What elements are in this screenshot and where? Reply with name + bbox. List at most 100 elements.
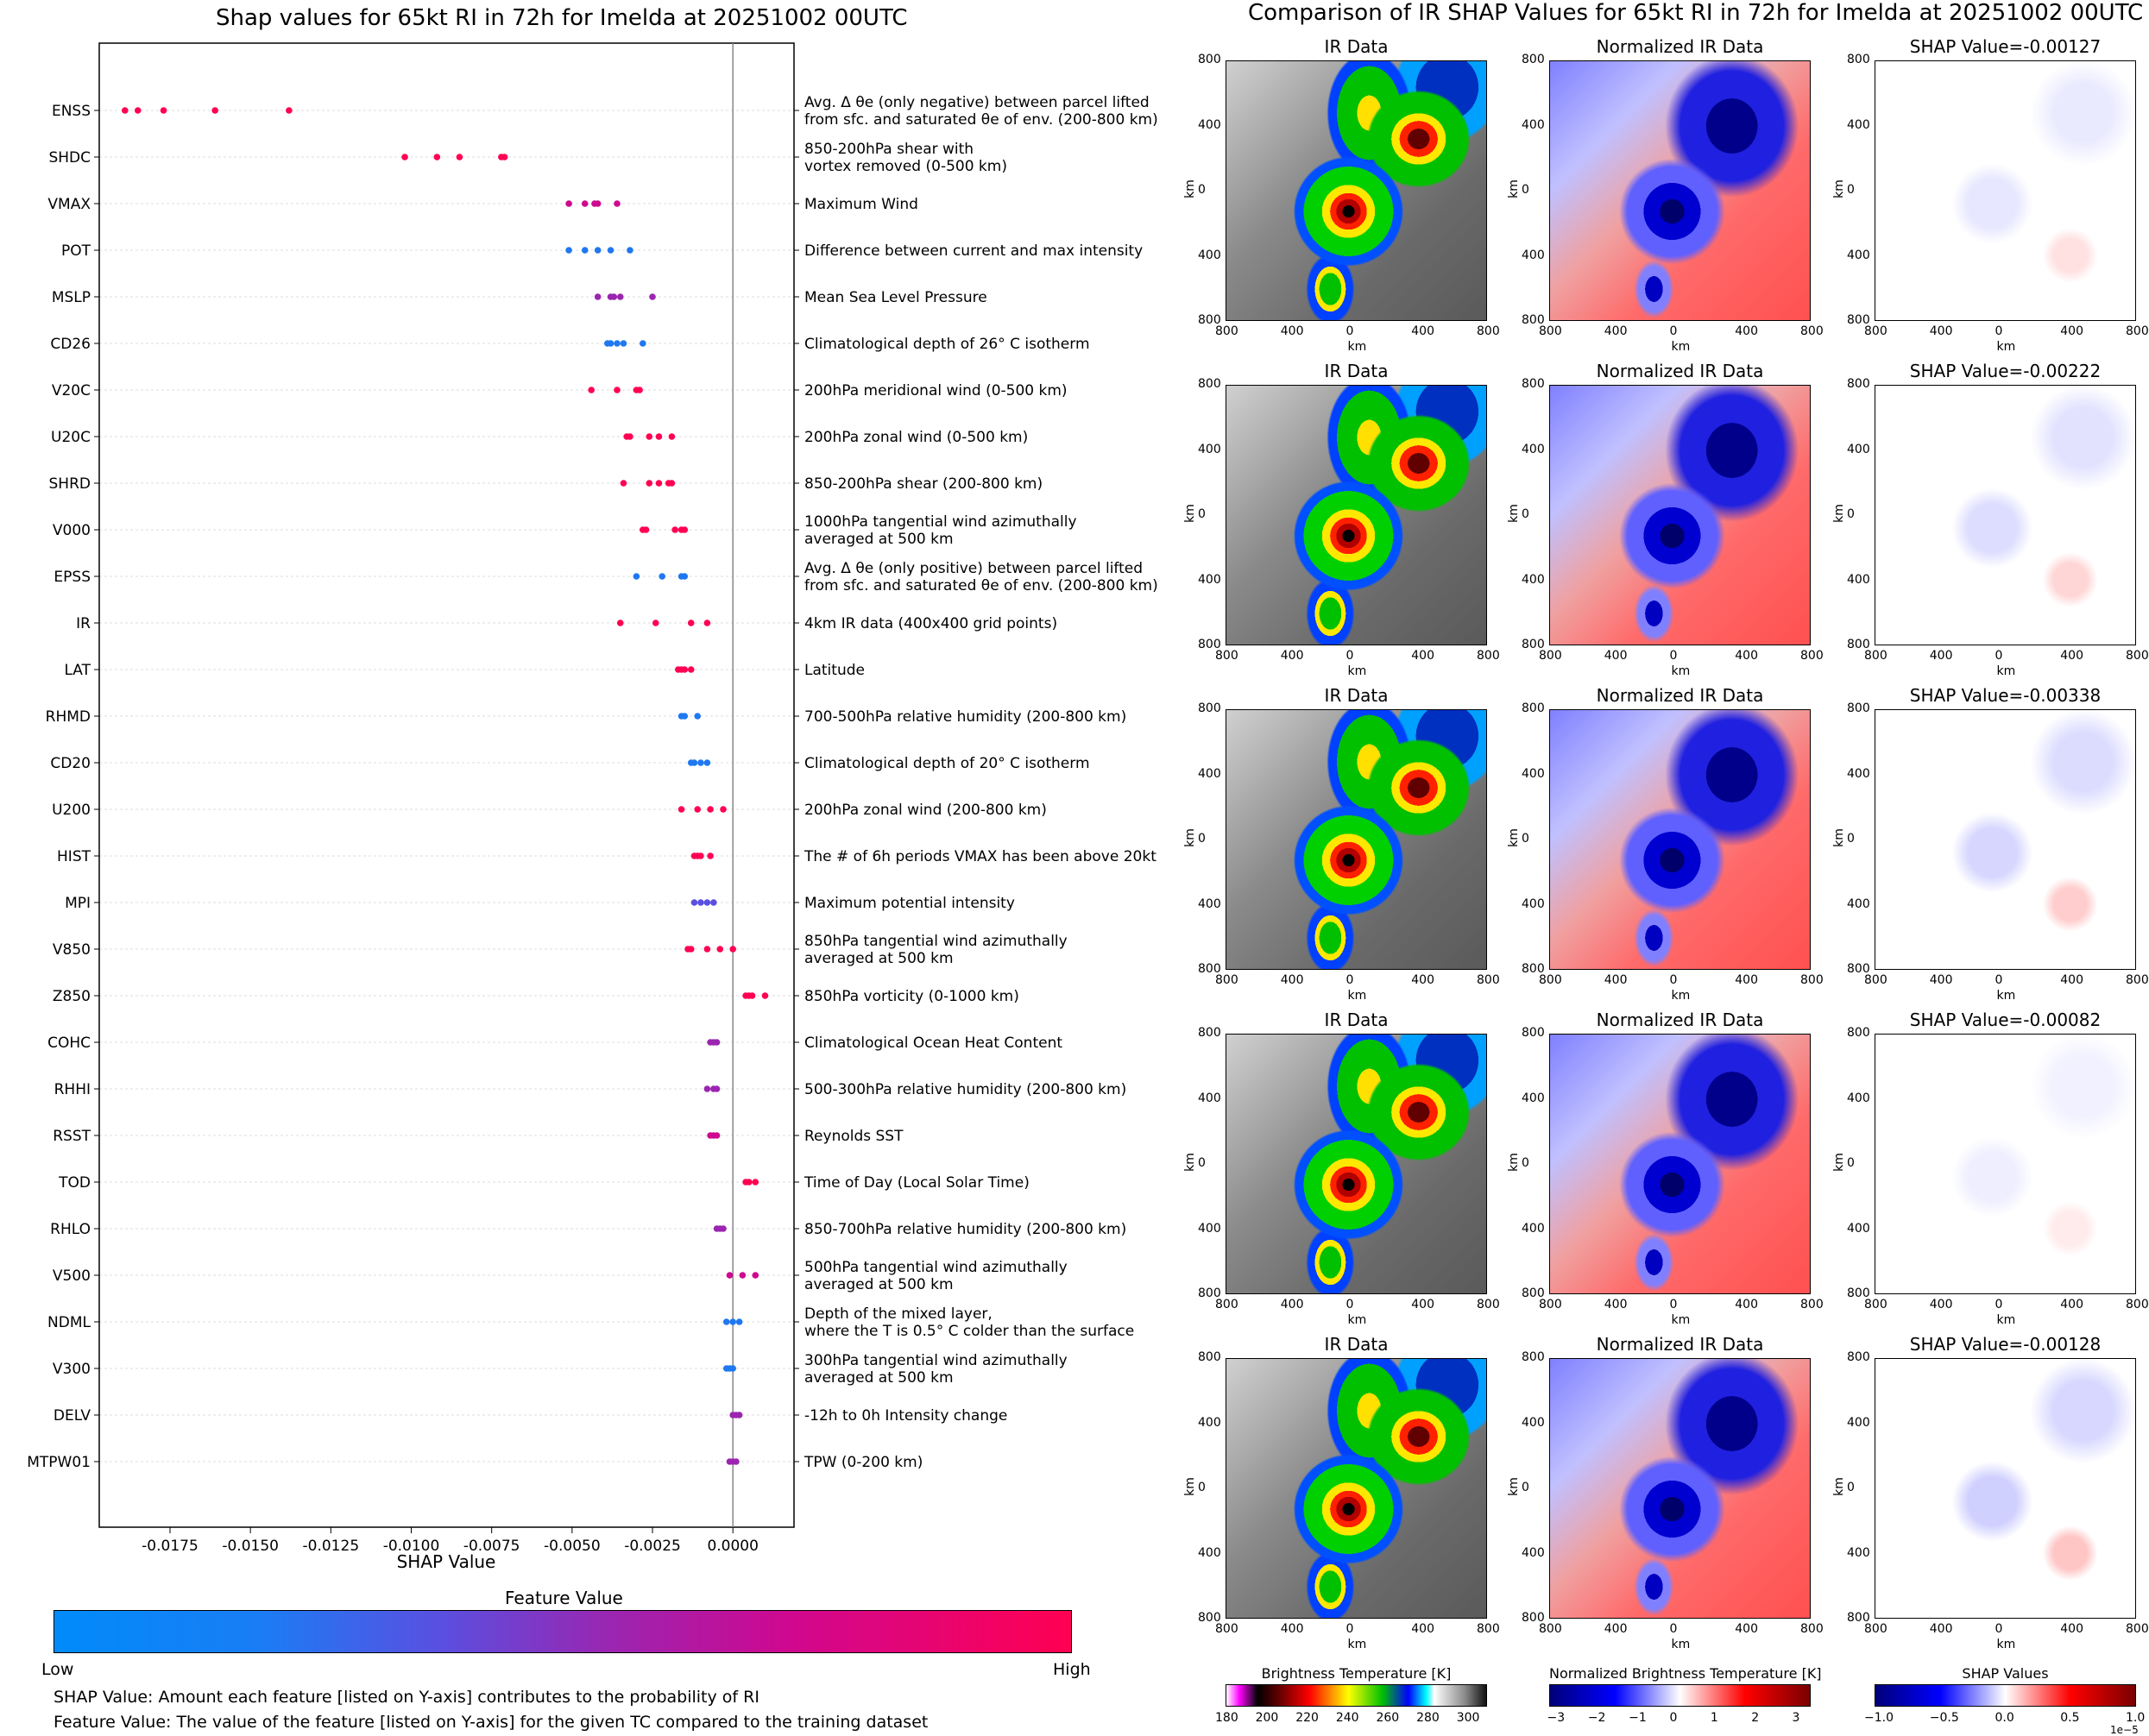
colorbar-tick-label: 0 — [1669, 1711, 1678, 1725]
y-tick-label: 800 — [1847, 638, 1870, 651]
feature-label-cd26: CD26 — [50, 336, 91, 353]
x-tick-label: 400 — [1280, 1622, 1304, 1636]
y-tick-label: 400 — [1847, 1415, 1870, 1430]
feature-label-v000: V000 — [53, 522, 91, 539]
shap-point — [636, 387, 643, 393]
x-tick-label: 400 — [1735, 973, 1758, 987]
shap-point — [655, 480, 663, 487]
y-tick-label: 0 — [1522, 183, 1529, 197]
y-tick-label: 800 — [1522, 377, 1545, 391]
y-tick-label: 0 — [1522, 832, 1529, 846]
shap-value-title: SHAP Value=-0.00338 — [1909, 685, 2102, 706]
y-tick-label: 0 — [1198, 183, 1206, 197]
shap-point — [501, 154, 508, 160]
x-tick-label: 400 — [1411, 649, 1434, 663]
shap-point — [655, 433, 663, 440]
shap-point — [687, 666, 695, 673]
y-tick-label: 400 — [1847, 1221, 1870, 1236]
feature-description: averaged at 500 km — [804, 1369, 954, 1387]
shap-point — [720, 1225, 727, 1232]
y-tick-label: 400 — [1847, 248, 1870, 262]
feature-value-colorbar — [54, 1610, 1072, 1653]
colorbar-tick-label: 3 — [1792, 1711, 1800, 1725]
y-tick-label: 0 — [1198, 832, 1206, 846]
shap-point — [649, 293, 656, 300]
colorbar-tick-label: −0.5 — [1929, 1711, 1959, 1725]
feature-label-enss: ENSS — [52, 103, 91, 120]
y-tick-label: 400 — [1522, 442, 1545, 456]
colorbar-exponent: 1e−5 — [2110, 1724, 2139, 1736]
y-tick-label: 400 — [1198, 766, 1221, 781]
y-tick-label: 800 — [1847, 313, 1870, 327]
feature-description: Difference between current and max inten… — [804, 242, 1143, 260]
y-tick-label: 800 — [1847, 1350, 1870, 1364]
x-tick-label: 800 — [1800, 973, 1824, 987]
ir-image — [1226, 1358, 1487, 1619]
x-tick-label: 0.0000 — [707, 1538, 758, 1555]
y-axis-label: km — [1831, 1153, 1846, 1172]
x-axis-label: SHAP Value — [397, 1551, 496, 1572]
feature-label-delv: DELV — [54, 1407, 91, 1425]
x-tick-label: 0 — [1995, 973, 2003, 987]
x-tick-label: 400 — [1604, 1622, 1628, 1636]
x-tick-label: 400 — [1604, 973, 1628, 987]
y-axis-label: km — [1506, 1477, 1521, 1496]
normalized-ir-image — [1549, 60, 1811, 321]
colorbar-tick-label: −2 — [1587, 1711, 1606, 1725]
feature-label-rhhi: RHHI — [54, 1081, 91, 1098]
shap-point — [627, 247, 633, 254]
y-axis-label: km — [1182, 1153, 1197, 1172]
x-tick-label: 0 — [1345, 649, 1354, 663]
y-tick-label: 800 — [1522, 701, 1545, 715]
colorbar-tick-label: 260 — [1376, 1711, 1400, 1725]
feature-description: 300hPa tangential wind azimuthally — [804, 1352, 1068, 1369]
x-tick-label: 800 — [1539, 324, 1562, 338]
ir-data-title: IR Data — [1324, 36, 1389, 57]
y-tick-label: 400 — [1522, 1545, 1545, 1560]
shap-point — [681, 526, 689, 533]
y-tick-label: 0 — [1847, 832, 1855, 846]
shap-point — [668, 433, 676, 440]
y-tick-label: 400 — [1522, 1221, 1545, 1236]
feature-description: 850-200hPa shear with — [804, 141, 974, 158]
y-tick-label: 0 — [1522, 1156, 1529, 1170]
x-tick-label: 800 — [1800, 1298, 1824, 1311]
right-chart-title: Comparison of IR SHAP Values for 65kt RI… — [1248, 0, 2144, 26]
feature-label-rhlo: RHLO — [50, 1221, 91, 1238]
x-tick-label: 400 — [1735, 1622, 1758, 1636]
y-axis-label: km — [1831, 504, 1846, 523]
y-tick-label: 800 — [1198, 313, 1221, 327]
x-axis-label: km — [1671, 664, 1691, 678]
shap-point — [729, 1365, 736, 1372]
y-axis-label: km — [1506, 828, 1521, 847]
x-tick-label: 800 — [2126, 324, 2149, 338]
shap-point — [713, 1039, 721, 1046]
shap-point — [614, 200, 621, 207]
x-tick-label: 0 — [1669, 1298, 1678, 1311]
shap-point — [620, 340, 627, 347]
x-tick-label: 400 — [1929, 973, 1953, 987]
feature-label-rhmd: RHMD — [46, 708, 91, 726]
x-tick-label: -0.0050 — [544, 1538, 601, 1555]
feature-note: Feature Value: The value of the feature … — [54, 1713, 929, 1732]
feature-description: TPW (0-200 km) — [804, 1454, 923, 1471]
x-tick-label: 800 — [1477, 324, 1500, 338]
y-tick-label: 800 — [1522, 1286, 1545, 1300]
feature-description: 850hPa tangential wind azimuthally — [804, 933, 1068, 950]
shap-point — [594, 293, 602, 300]
x-tick-label: 800 — [1477, 973, 1500, 987]
colorbar-high-label: High — [1053, 1660, 1091, 1679]
shap-image — [1875, 60, 2136, 321]
feature-description: Maximum potential intensity — [804, 895, 1015, 912]
x-tick-label: 400 — [1411, 1298, 1434, 1311]
shap-point — [160, 107, 167, 114]
x-tick-label: 800 — [1800, 1622, 1824, 1636]
shap-point — [694, 713, 701, 720]
y-tick-label: 0 — [1847, 507, 1855, 521]
shap-point — [401, 154, 408, 160]
ir-data-title: IR Data — [1324, 1334, 1389, 1355]
x-axis-label: km — [1671, 1313, 1691, 1327]
feature-label-cohc: COHC — [47, 1035, 91, 1052]
ir-image — [1226, 385, 1487, 645]
colorbar-tick-label: 1 — [1710, 1711, 1718, 1725]
